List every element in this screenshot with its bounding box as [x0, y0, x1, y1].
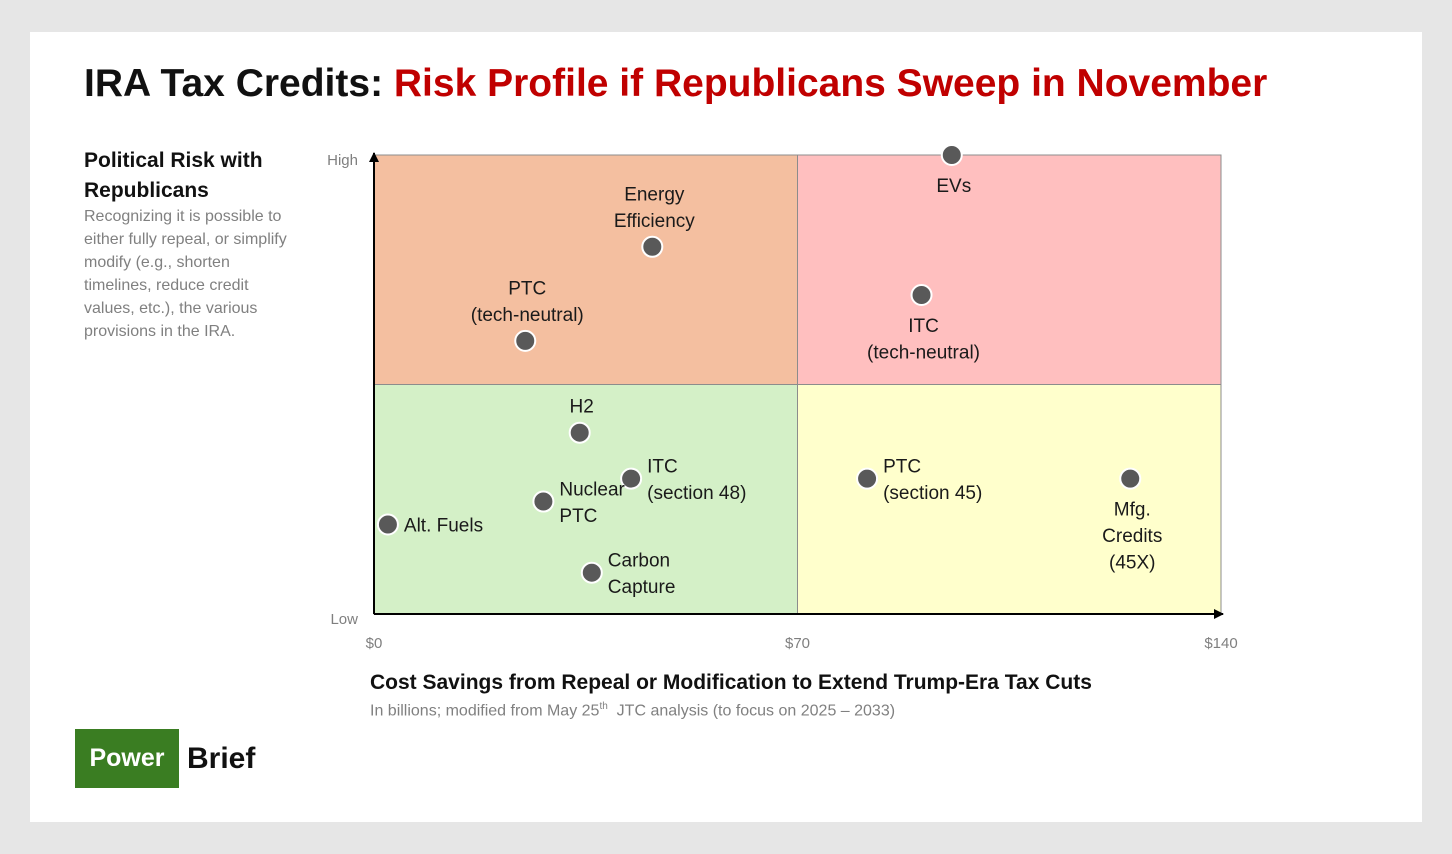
title-main: IRA Tax Credits:	[84, 62, 394, 105]
data-label-alt-fuels: Alt. Fuels	[404, 515, 483, 536]
data-label-line: Nuclear	[559, 479, 625, 500]
brand-logo-box: Power	[75, 729, 179, 788]
x-axis-note: In billions; modified from May 25th JTC …	[370, 701, 895, 720]
data-label-line: PTC	[559, 506, 597, 527]
data-point-mfg-credits	[1119, 467, 1142, 490]
y-tick-label: High	[327, 152, 358, 169]
data-label-line: (45X)	[1109, 553, 1155, 574]
data-point-carbon-capture	[580, 561, 603, 584]
y-axis-arrow	[369, 152, 379, 162]
data-point-itc-section-48	[620, 467, 643, 490]
x-tick-label: $70	[785, 635, 810, 652]
data-label-line: PTC	[508, 278, 546, 299]
data-label-ptc-section-45: PTC (section 45)	[883, 456, 982, 504]
data-label-carbon-capture: Carbon Capture	[608, 550, 676, 598]
data-label-line: Credits	[1102, 526, 1162, 547]
data-point-itc-tech-neutral	[910, 283, 933, 306]
x-axis-arrow	[1214, 609, 1224, 619]
data-label-line: ITC	[647, 456, 678, 477]
data-label-mfg-credits: Mfg. Credits (45X)	[1102, 500, 1162, 574]
page-title: IRA Tax Credits: Risk Profile if Republi…	[84, 62, 1267, 106]
data-label-line: Energy	[624, 184, 685, 205]
x-axis-note-source: JTC analysis (to focus on 2025 – 2033)	[607, 702, 896, 720]
data-point-h2	[568, 421, 591, 444]
data-label-line: (tech-neutral)	[867, 342, 980, 363]
quadrant-high-risk-low-savings	[374, 155, 798, 385]
data-label-h2: H2	[570, 397, 594, 418]
data-label-line: Capture	[608, 577, 676, 598]
data-label-line: ITC	[908, 316, 939, 337]
title-accent: Risk Profile if Republicans Sweep in Nov…	[393, 62, 1268, 105]
data-label-line: Mfg.	[1114, 500, 1151, 521]
data-label-ptc-tech-neutral: PTC (tech-neutral)	[471, 278, 584, 326]
data-label-evs: EVs	[936, 176, 971, 197]
data-point-ptc-tech-neutral	[514, 329, 537, 352]
data-point-evs	[940, 144, 963, 166]
data-label-nuclear-ptc: Nuclear PTC	[559, 479, 625, 527]
x-tick-label: $0	[366, 635, 383, 652]
y-tick-label: Low	[330, 611, 358, 628]
data-label-line: Carbon	[608, 550, 670, 571]
data-label-line: EVs	[936, 176, 971, 197]
y-axis-title: Political Risk with Republicans	[84, 149, 263, 202]
data-point-energy-efficiency	[641, 235, 664, 258]
data-point-ptc-section-45	[856, 467, 879, 490]
data-label-itc-section-48: ITC (section 48)	[647, 456, 746, 504]
data-label-line: H2	[570, 397, 594, 418]
brand-logo-word: Brief	[187, 741, 256, 775]
data-point-nuclear-ptc	[532, 490, 555, 513]
x-tick-label: $140	[1204, 635, 1237, 652]
brand-logo: Power Brief	[75, 729, 255, 788]
data-label-energy-efficiency: Energy Efficiency	[614, 184, 695, 232]
y-axis-note: Recognizing it is possible to either ful…	[84, 208, 287, 340]
data-label-line: Efficiency	[614, 211, 695, 232]
x-axis-note-superscript: th	[599, 701, 608, 712]
data-label-line: Alt. Fuels	[404, 515, 483, 536]
data-label-line: PTC	[883, 456, 921, 477]
quadrant-high-risk-high-savings	[797, 155, 1221, 385]
quadrant-low-risk-high-savings	[797, 384, 1221, 614]
x-axis-title: Cost Savings from Repeal or Modification…	[370, 671, 1092, 694]
data-label-line: (section 45)	[883, 483, 982, 504]
data-label-line: (section 48)	[647, 483, 746, 504]
data-point-alt-fuels	[376, 513, 399, 536]
data-label-line: (tech-neutral)	[471, 305, 584, 326]
x-axis-note-text: In billions; modified from May 25	[370, 702, 600, 720]
data-label-itc-tech-neutral: ITC (tech-neutral)	[867, 316, 980, 364]
